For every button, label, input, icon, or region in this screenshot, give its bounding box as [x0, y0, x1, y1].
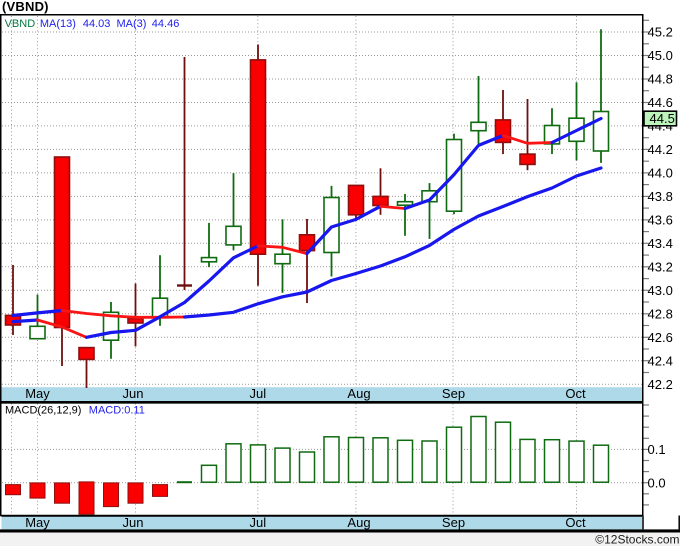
svg-text:MA(3): MA(3)	[117, 18, 147, 30]
svg-text:0.1: 0.1	[648, 442, 666, 457]
svg-text:44.0: 44.0	[648, 166, 673, 181]
svg-text:Sep: Sep	[442, 515, 465, 530]
svg-text:Jun: Jun	[123, 386, 144, 401]
svg-text:45.2: 45.2	[648, 25, 673, 40]
svg-text:43.8: 43.8	[648, 189, 673, 204]
svg-text:0.0: 0.0	[648, 475, 666, 490]
svg-text:45.0: 45.0	[648, 48, 673, 63]
svg-text:Jul: Jul	[249, 386, 266, 401]
svg-text:42.2: 42.2	[648, 377, 673, 392]
svg-text:42.6: 42.6	[648, 330, 673, 345]
svg-text:43.2: 43.2	[648, 259, 673, 274]
svg-text:43.4: 43.4	[648, 236, 673, 251]
svg-text:42.8: 42.8	[648, 306, 673, 321]
svg-text:43.6: 43.6	[648, 213, 673, 228]
svg-text:MA(13): MA(13)	[40, 18, 76, 30]
svg-text:42.4: 42.4	[648, 353, 673, 368]
svg-text:Oct: Oct	[565, 515, 586, 530]
svg-text:May: May	[25, 386, 50, 401]
svg-text:44.6: 44.6	[648, 95, 673, 110]
svg-text:Sep: Sep	[442, 386, 465, 401]
svg-text:MACD(26,12,9): MACD(26,12,9)	[5, 404, 81, 416]
svg-text:44.2: 44.2	[648, 142, 673, 157]
svg-text:44.46: 44.46	[152, 18, 180, 30]
svg-text:44.5: 44.5	[650, 111, 675, 126]
svg-text:43.0: 43.0	[648, 283, 673, 298]
svg-text:Aug: Aug	[347, 386, 370, 401]
svg-text:Oct: Oct	[565, 386, 586, 401]
svg-text:Jul: Jul	[249, 515, 266, 530]
svg-text:May: May	[25, 515, 50, 530]
svg-text:(VBND): (VBND)	[2, 0, 49, 14]
svg-text:44.03: 44.03	[83, 18, 111, 30]
svg-text:Jun: Jun	[123, 515, 144, 530]
svg-text:44.8: 44.8	[648, 72, 673, 87]
svg-text:MACD:0.11: MACD:0.11	[89, 404, 145, 416]
svg-text:©12Stocks.com: ©12Stocks.com	[595, 532, 679, 546]
svg-text:VBND: VBND	[5, 18, 36, 30]
svg-text:Aug: Aug	[347, 515, 370, 530]
